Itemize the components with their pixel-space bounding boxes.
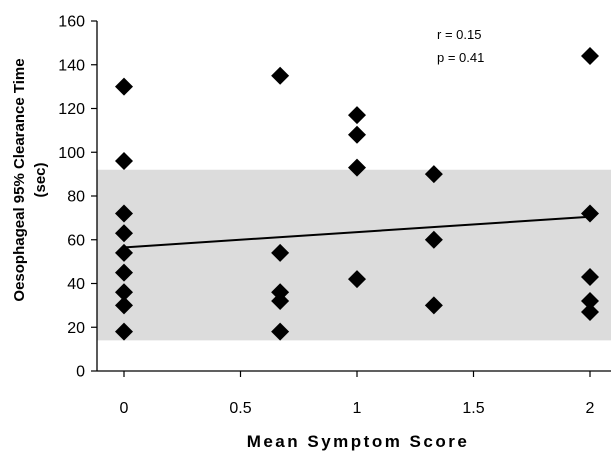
y-tick-label: 100 — [58, 145, 85, 162]
annotation-p: p = 0.41 — [437, 50, 484, 65]
data-point — [348, 106, 366, 125]
x-tick-label: 2 — [586, 400, 595, 417]
data-point — [581, 302, 599, 321]
data-point — [581, 267, 599, 286]
y-tick-label: 120 — [58, 101, 85, 118]
x-axis-label: Mean Symptom Score — [247, 432, 470, 451]
data-point — [115, 322, 133, 341]
data-point — [115, 224, 133, 243]
data-point — [115, 152, 133, 170]
data-point — [581, 292, 599, 310]
y-tick-label: 20 — [67, 320, 85, 337]
data-point — [348, 125, 366, 144]
x-tick-label: 0 — [120, 400, 129, 417]
data-point — [115, 283, 133, 302]
data-point — [115, 243, 133, 262]
y-tick-label: 0 — [76, 364, 85, 381]
y-tick-label: 60 — [67, 232, 85, 249]
data-point — [115, 263, 133, 282]
y-tick-label: 160 — [58, 14, 85, 31]
y-tick-label: 140 — [58, 57, 85, 74]
data-point — [271, 66, 290, 85]
data-point — [424, 165, 443, 184]
y-axis-label: Oesophageal 95% Clearance Time — [11, 58, 28, 301]
x-tick-label: 0.5 — [229, 400, 251, 417]
data-point — [115, 204, 133, 223]
data-point — [424, 296, 443, 315]
x-tick-label: 1 — [353, 400, 362, 417]
data-point — [348, 270, 366, 289]
data-point — [271, 322, 290, 341]
annotation-r: r = 0.15 — [437, 27, 481, 42]
x-tick-label: 1.5 — [462, 400, 484, 417]
y-axis-label-unit: (sec) — [32, 162, 49, 197]
data-point — [581, 204, 599, 223]
reference-range-band — [97, 169, 611, 341]
y-tick-label: 40 — [67, 276, 85, 293]
data-point — [271, 243, 290, 262]
data-point — [115, 77, 133, 96]
data-point — [115, 296, 133, 315]
data-point — [424, 230, 443, 249]
regression-line — [123, 215, 591, 249]
data-point — [271, 292, 290, 310]
data-point — [348, 158, 366, 177]
data-point — [581, 47, 599, 65]
y-tick-label: 80 — [67, 189, 85, 206]
